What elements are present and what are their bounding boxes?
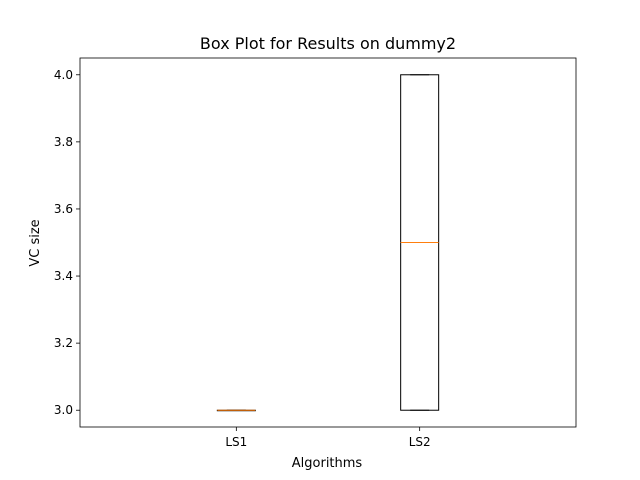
y-tick-label: 3.8 [54, 135, 73, 149]
y-tick-label: 3.4 [54, 269, 73, 283]
x-axis-label: Algorithms [292, 456, 363, 471]
y-tick-label: 4.0 [54, 68, 73, 82]
chart-title: Box Plot for Results on dummy2 [200, 34, 456, 53]
y-tick-label: 3.2 [54, 336, 73, 350]
axes-frame [79, 57, 577, 428]
y-axis-label: VC size [28, 219, 43, 266]
y-tick-label: 3.0 [54, 403, 73, 417]
x-tick-label: LS1 [225, 435, 247, 449]
x-tick-label: LS2 [409, 435, 431, 449]
plot-area: 3.0 3.2 3.4 3.6 3.8 4.0 LS1 LS2 [54, 57, 577, 449]
y-tick-label: 3.6 [54, 202, 73, 216]
